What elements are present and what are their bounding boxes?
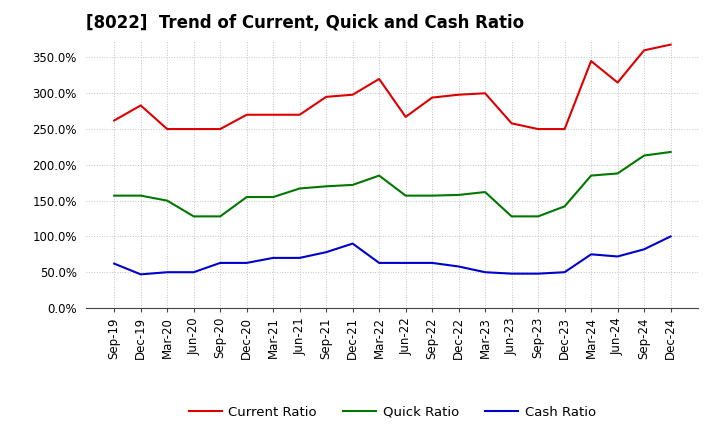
- Text: [8022]  Trend of Current, Quick and Cash Ratio: [8022] Trend of Current, Quick and Cash …: [86, 15, 525, 33]
- Current Ratio: [348, 92, 357, 97]
- Cash Ratio: [216, 260, 225, 266]
- Cash Ratio: [295, 255, 304, 260]
- Cash Ratio: [481, 270, 490, 275]
- Current Ratio: [269, 112, 277, 117]
- Quick Ratio: [666, 149, 675, 154]
- Cash Ratio: [348, 241, 357, 246]
- Cash Ratio: [322, 249, 330, 255]
- Current Ratio: [216, 126, 225, 132]
- Cash Ratio: [508, 271, 516, 276]
- Cash Ratio: [110, 261, 119, 266]
- Quick Ratio: [640, 153, 649, 158]
- Current Ratio: [666, 42, 675, 47]
- Current Ratio: [428, 95, 436, 100]
- Legend: Current Ratio, Quick Ratio, Cash Ratio: Current Ratio, Quick Ratio, Cash Ratio: [184, 400, 601, 424]
- Quick Ratio: [454, 192, 463, 198]
- Quick Ratio: [508, 214, 516, 219]
- Current Ratio: [163, 126, 171, 132]
- Quick Ratio: [481, 189, 490, 194]
- Cash Ratio: [560, 270, 569, 275]
- Cash Ratio: [269, 255, 277, 260]
- Cash Ratio: [454, 264, 463, 269]
- Current Ratio: [587, 59, 595, 64]
- Current Ratio: [454, 92, 463, 97]
- Quick Ratio: [375, 173, 384, 178]
- Quick Ratio: [189, 214, 198, 219]
- Cash Ratio: [401, 260, 410, 266]
- Quick Ratio: [348, 182, 357, 187]
- Current Ratio: [322, 94, 330, 99]
- Current Ratio: [136, 103, 145, 108]
- Cash Ratio: [640, 247, 649, 252]
- Cash Ratio: [613, 254, 622, 259]
- Current Ratio: [481, 91, 490, 96]
- Quick Ratio: [587, 173, 595, 178]
- Cash Ratio: [587, 252, 595, 257]
- Cash Ratio: [375, 260, 384, 266]
- Line: Current Ratio: Current Ratio: [114, 44, 670, 129]
- Quick Ratio: [560, 204, 569, 209]
- Quick Ratio: [269, 194, 277, 200]
- Current Ratio: [401, 114, 410, 120]
- Current Ratio: [534, 126, 542, 132]
- Current Ratio: [375, 76, 384, 81]
- Quick Ratio: [216, 214, 225, 219]
- Quick Ratio: [428, 193, 436, 198]
- Line: Quick Ratio: Quick Ratio: [114, 152, 670, 216]
- Quick Ratio: [322, 183, 330, 189]
- Quick Ratio: [110, 193, 119, 198]
- Quick Ratio: [534, 214, 542, 219]
- Cash Ratio: [136, 272, 145, 277]
- Quick Ratio: [613, 171, 622, 176]
- Cash Ratio: [428, 260, 436, 266]
- Current Ratio: [613, 80, 622, 85]
- Cash Ratio: [666, 234, 675, 239]
- Current Ratio: [640, 48, 649, 53]
- Cash Ratio: [243, 260, 251, 266]
- Quick Ratio: [243, 194, 251, 200]
- Current Ratio: [243, 112, 251, 117]
- Current Ratio: [110, 118, 119, 123]
- Cash Ratio: [534, 271, 542, 276]
- Cash Ratio: [189, 270, 198, 275]
- Current Ratio: [508, 121, 516, 126]
- Quick Ratio: [136, 193, 145, 198]
- Cash Ratio: [163, 270, 171, 275]
- Current Ratio: [560, 126, 569, 132]
- Current Ratio: [295, 112, 304, 117]
- Quick Ratio: [401, 193, 410, 198]
- Current Ratio: [189, 126, 198, 132]
- Line: Cash Ratio: Cash Ratio: [114, 236, 670, 275]
- Quick Ratio: [163, 198, 171, 203]
- Quick Ratio: [295, 186, 304, 191]
